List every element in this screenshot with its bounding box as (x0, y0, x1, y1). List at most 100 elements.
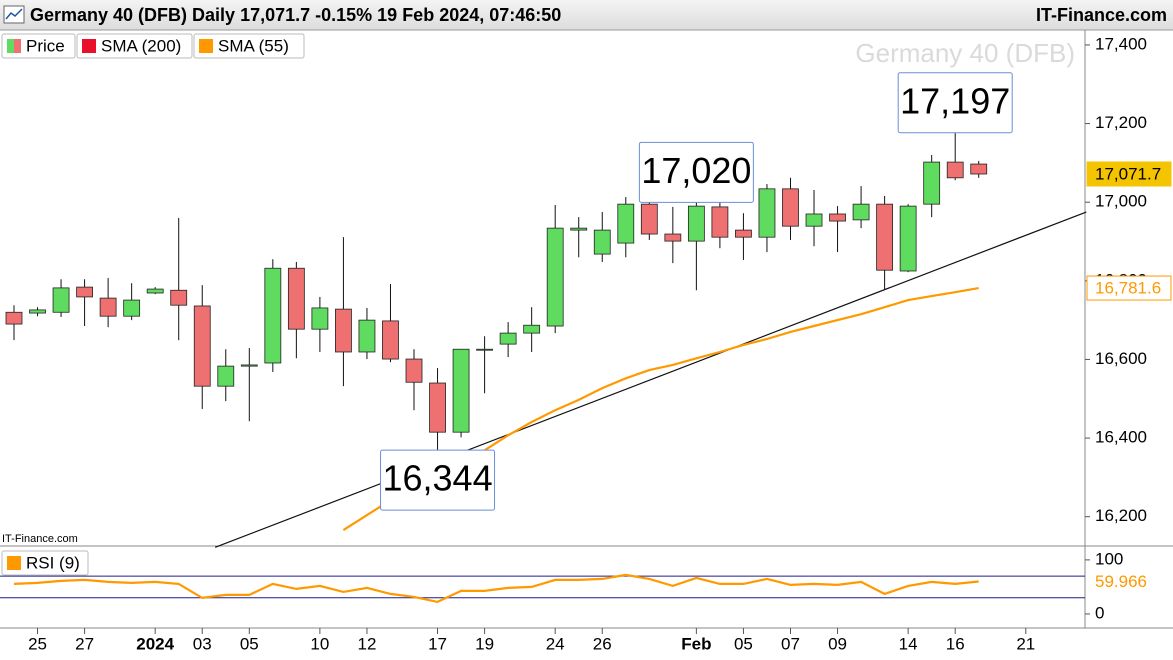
x-tick-label: 25 (28, 634, 47, 653)
candle-body (758, 188, 776, 238)
candle-body (146, 288, 164, 294)
header-title: Germany 40 (DFB) Daily 17,071.7 -0.15% 1… (30, 5, 561, 25)
candle-body (664, 233, 682, 242)
candle-body (617, 203, 635, 244)
y-tick-label: 16,400 (1095, 428, 1147, 447)
candle-body (29, 309, 46, 314)
candle-body (405, 358, 423, 383)
candle-body (876, 203, 894, 271)
annotation-box (380, 449, 496, 511)
y-tick-label: 17,200 (1095, 113, 1147, 132)
candle-body (264, 267, 282, 364)
candle-body (193, 305, 211, 387)
value-tag (1086, 161, 1172, 187)
annotation-box (897, 72, 1013, 134)
legend-item-box (76, 33, 193, 59)
annotation-label: 17,197 (900, 80, 1010, 121)
candle-body (852, 203, 870, 221)
app-icon-graph (5, 8, 23, 20)
value-tag-label: 17,071.7 (1095, 164, 1161, 183)
x-tick-label: 24 (546, 634, 565, 653)
value-tag (1086, 275, 1172, 301)
x-tick-label: 2024 (136, 634, 174, 653)
legend-label: RSI (9) (26, 553, 80, 572)
y-tick-label: 0 (1095, 603, 1104, 622)
candle-body (335, 308, 352, 353)
x-tick-label: 05 (734, 634, 753, 653)
candle-body (570, 227, 588, 231)
candle-body (52, 287, 70, 313)
candle-body (99, 297, 117, 317)
y-tick-label: 16,600 (1095, 349, 1147, 368)
x-tick-label: Feb (681, 634, 711, 653)
candle-body (217, 365, 235, 387)
candle-body (5, 311, 23, 325)
x-tick-label: 09 (828, 634, 847, 653)
legend-item-box (1, 550, 89, 576)
candle-body (593, 229, 611, 255)
annotation-label: 16,344 (382, 458, 492, 499)
candle-body (946, 161, 964, 179)
annotation-label: 17,020 (641, 150, 751, 191)
legend-label: SMA (55) (218, 36, 289, 55)
x-tick-label: 21 (1016, 634, 1035, 653)
legend-item-box (193, 33, 305, 59)
value-tag (1086, 569, 1172, 595)
y-tick-label: 100 (1095, 549, 1123, 568)
value-tag-label: 59.966 (1095, 572, 1147, 591)
x-tick-label: 10 (310, 634, 329, 653)
candle-body (452, 348, 470, 433)
source-note: IT-Finance.com (2, 533, 78, 545)
candle-body (523, 324, 541, 334)
candle-body (499, 332, 517, 345)
candle-body (476, 348, 494, 351)
candle-body (123, 299, 141, 317)
candle-body (970, 163, 988, 175)
candle-body (899, 205, 917, 272)
legend-label: Price (26, 36, 65, 55)
candle-body (287, 267, 305, 330)
candle-body (829, 213, 846, 222)
candle-body (358, 319, 376, 353)
candle-body (805, 213, 823, 227)
x-tick-label: 26 (593, 634, 612, 653)
candle-body (240, 364, 258, 367)
legend-swatch (82, 39, 96, 53)
candle-body (687, 205, 705, 242)
header-bar (0, 0, 1173, 30)
x-tick-label: 05 (240, 634, 259, 653)
candle-body (429, 382, 446, 433)
candle-body (170, 289, 188, 306)
trendline (214, 211, 1087, 548)
legend-label: SMA (200) (101, 36, 181, 55)
header-brand: IT-Finance.com (1036, 5, 1167, 25)
legend-swatch (7, 39, 14, 53)
y-tick-label: 17,400 (1095, 34, 1147, 53)
y-tick-label: 16,200 (1095, 506, 1147, 525)
x-tick-label: 07 (781, 634, 800, 653)
x-tick-label: 17 (428, 634, 447, 653)
x-tick-label: 27 (75, 634, 94, 653)
candle-body (735, 229, 752, 238)
legend-swatch (14, 39, 21, 53)
y-tick-label: 17,000 (1095, 192, 1147, 211)
legend-swatch (7, 556, 21, 570)
candle-body (546, 227, 564, 327)
annotation-box (638, 141, 754, 203)
line-series (13, 573, 979, 604)
candle-body (382, 320, 399, 360)
candle-body (311, 307, 329, 330)
x-tick-label: 16 (946, 634, 965, 653)
candle-body (923, 161, 941, 205)
x-tick-label: 12 (357, 634, 376, 653)
candle-body (76, 286, 93, 298)
value-tag-label: 16,781.6 (1095, 279, 1161, 298)
x-tick-label: 14 (899, 634, 918, 653)
candle-body (640, 203, 658, 235)
x-tick-label: 19 (475, 634, 494, 653)
watermark: Germany 40 (DFB) (855, 38, 1075, 68)
x-tick-label: 03 (193, 634, 212, 653)
candle-body (782, 188, 799, 227)
legend-swatch (199, 39, 213, 53)
